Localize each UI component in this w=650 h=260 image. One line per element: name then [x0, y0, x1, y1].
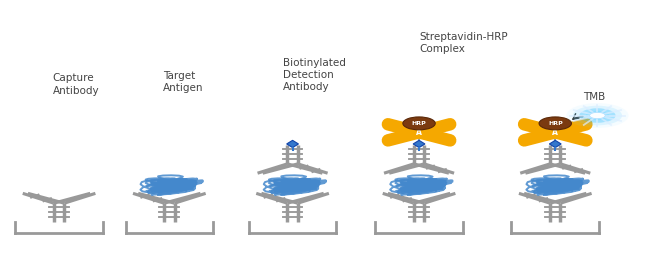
Polygon shape	[549, 140, 561, 148]
Text: A: A	[416, 128, 422, 137]
Text: A: A	[552, 128, 558, 137]
Text: Streptavidin-HRP
Complex: Streptavidin-HRP Complex	[419, 32, 508, 54]
Text: TMB: TMB	[583, 92, 605, 102]
Circle shape	[539, 117, 571, 130]
Circle shape	[591, 113, 604, 118]
Circle shape	[573, 106, 622, 125]
Circle shape	[590, 112, 605, 119]
Circle shape	[579, 108, 616, 123]
Polygon shape	[413, 140, 425, 148]
Polygon shape	[287, 140, 298, 148]
Text: Capture
Antibody: Capture Antibody	[53, 73, 99, 95]
Text: HRP: HRP	[548, 121, 563, 126]
Text: Biotinylated
Detection
Antibody: Biotinylated Detection Antibody	[283, 57, 346, 92]
Circle shape	[566, 103, 629, 128]
Circle shape	[586, 111, 609, 120]
Text: HRP: HRP	[411, 121, 426, 126]
Text: Target
Antigen: Target Antigen	[163, 70, 203, 93]
Circle shape	[403, 117, 436, 130]
